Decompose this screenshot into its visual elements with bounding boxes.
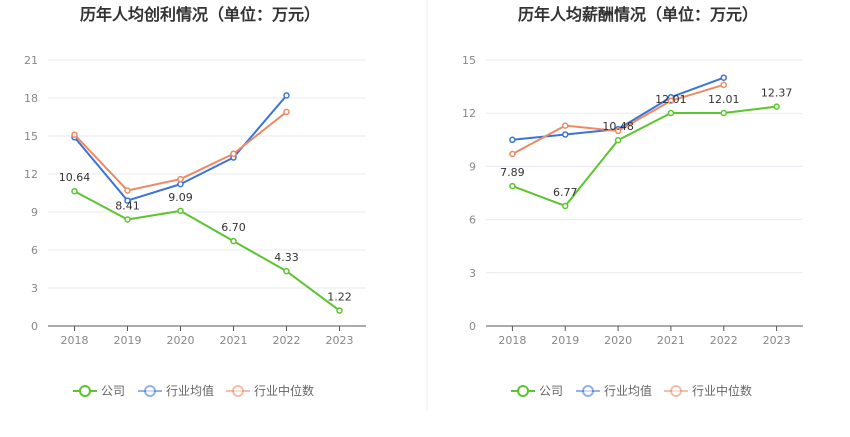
salary-per-capita-chart: 历年人均薪酬情况（单位：万元） 0 3 6 9 12 15 2018 2019 2020 2021…: [462, 5, 803, 398]
x-tick-label: 2019: [551, 334, 579, 347]
x-tick-label: 2021: [220, 334, 248, 347]
data-point: [124, 197, 131, 204]
x-tick-label: 2022: [710, 334, 738, 347]
y-tick-label: 3: [469, 267, 476, 280]
data-point: [720, 109, 727, 117]
data-point: [124, 216, 131, 223]
data-label: 12.37: [761, 87, 793, 100]
legend-marker-icon: [144, 385, 156, 397]
data-label: 10.64: [59, 171, 91, 184]
data-point: [562, 122, 569, 129]
profit-per-capita-chart: 历年人均创利情况（单位：万元） 0 3 6 9 12 15 18 21 2018 2019 2020…: [24, 5, 366, 398]
data-point: [509, 136, 516, 144]
x-tick-label: 2022: [273, 334, 301, 347]
x-tick-label: 2019: [114, 334, 142, 347]
y-tick-label: 0: [469, 320, 476, 333]
legend-marker-icon: [517, 385, 529, 397]
data-label: 9.09: [168, 191, 193, 204]
y-tick-label: 9: [469, 160, 476, 173]
series-line-0: [512, 105, 777, 207]
data-label: 1.22: [327, 291, 352, 304]
data-point: [667, 97, 675, 105]
data-point: [509, 150, 516, 158]
legend-marker-icon: [232, 385, 244, 397]
x-tick-label: 2021: [657, 334, 685, 347]
data-label: 10.48: [602, 120, 634, 133]
y-tick-label: 15: [462, 54, 476, 67]
y-tick-label: 0: [31, 320, 38, 333]
y-tick-label: 6: [31, 244, 38, 257]
data-point: [614, 136, 622, 144]
data-point: [562, 131, 569, 138]
chart-title: 历年人均创利情况（单位：万元）: [80, 5, 320, 24]
data-point: [124, 187, 131, 194]
data-point: [283, 108, 290, 116]
data-label: 6.70: [221, 221, 246, 234]
y-tick-label: 12: [462, 107, 476, 120]
data-point: [283, 92, 290, 99]
legend-label: 行业均值: [604, 383, 652, 398]
data-point: [336, 307, 343, 314]
data-point: [177, 175, 184, 183]
series-line-0: [74, 190, 341, 312]
y-tick-label: 18: [24, 92, 38, 105]
data-point: [71, 187, 78, 195]
legend-marker-icon: [582, 385, 594, 397]
x-tick-label: 2023: [326, 334, 354, 347]
data-label: 6.77: [553, 186, 578, 199]
data-point: [562, 202, 569, 210]
data-point: [720, 74, 727, 81]
y-tick-label: 9: [31, 206, 38, 219]
legend-marker-icon: [79, 385, 91, 397]
x-tick-label: 2020: [604, 334, 632, 347]
y-tick-label: 21: [24, 54, 38, 67]
y-tick-label: 3: [31, 282, 38, 295]
data-point: [773, 103, 780, 110]
data-point: [720, 81, 727, 89]
data-label: 12.01: [708, 93, 740, 106]
legend-label: 公司: [539, 384, 563, 398]
data-point: [230, 150, 237, 157]
data-point: [667, 109, 675, 117]
y-tick-label: 12: [24, 168, 38, 181]
y-tick-label: 15: [24, 130, 38, 143]
x-tick-label: 2020: [167, 334, 195, 347]
data-point: [71, 131, 78, 138]
data-label: 4.33: [274, 251, 299, 264]
chart-title: 历年人均薪酬情况（单位：万元）: [518, 5, 758, 24]
legend-label: 行业均值: [166, 383, 214, 398]
data-label: 12.01: [655, 93, 687, 106]
data-point: [177, 180, 184, 188]
x-tick-label: 2018: [498, 334, 526, 347]
y-tick-label: 6: [469, 214, 476, 227]
data-label: 7.89: [500, 166, 525, 179]
legend-label: 行业中位数: [254, 383, 314, 398]
data-point: [230, 237, 237, 245]
x-tick-label: 2018: [61, 334, 89, 347]
data-point: [614, 127, 622, 135]
x-tick-label: 2023: [763, 334, 791, 347]
legend-label: 行业中位数: [692, 383, 752, 398]
data-point: [509, 182, 516, 190]
data-label: 8.41: [115, 199, 140, 212]
legend-label: 公司: [101, 384, 125, 398]
data-point: [177, 207, 184, 215]
data-point: [283, 267, 290, 275]
legend-marker-icon: [670, 385, 682, 397]
